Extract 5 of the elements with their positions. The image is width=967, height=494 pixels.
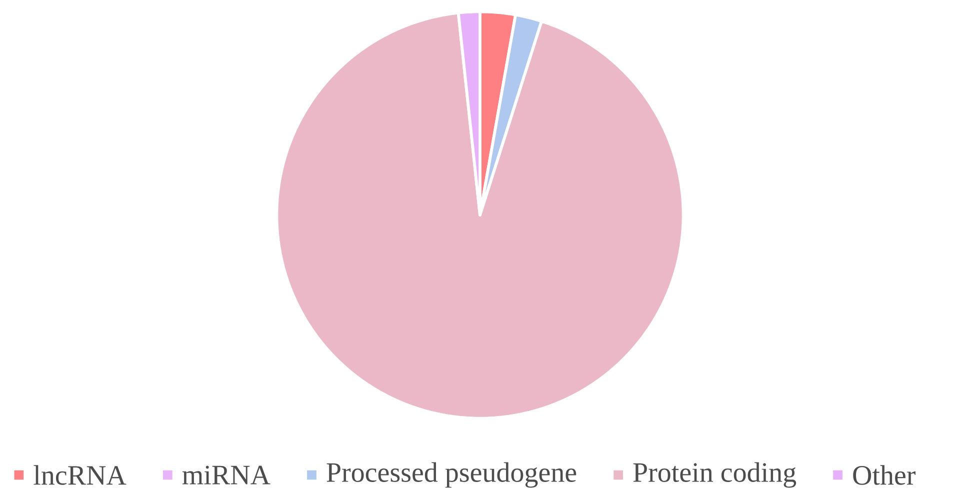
legend-label: Processed pseudogene	[326, 462, 576, 488]
legend-label: Other	[853, 465, 916, 485]
legend-label: miRNA	[182, 466, 270, 484]
legend-label: Protein coding	[633, 462, 796, 488]
legend-label: lncRNA	[34, 465, 126, 485]
